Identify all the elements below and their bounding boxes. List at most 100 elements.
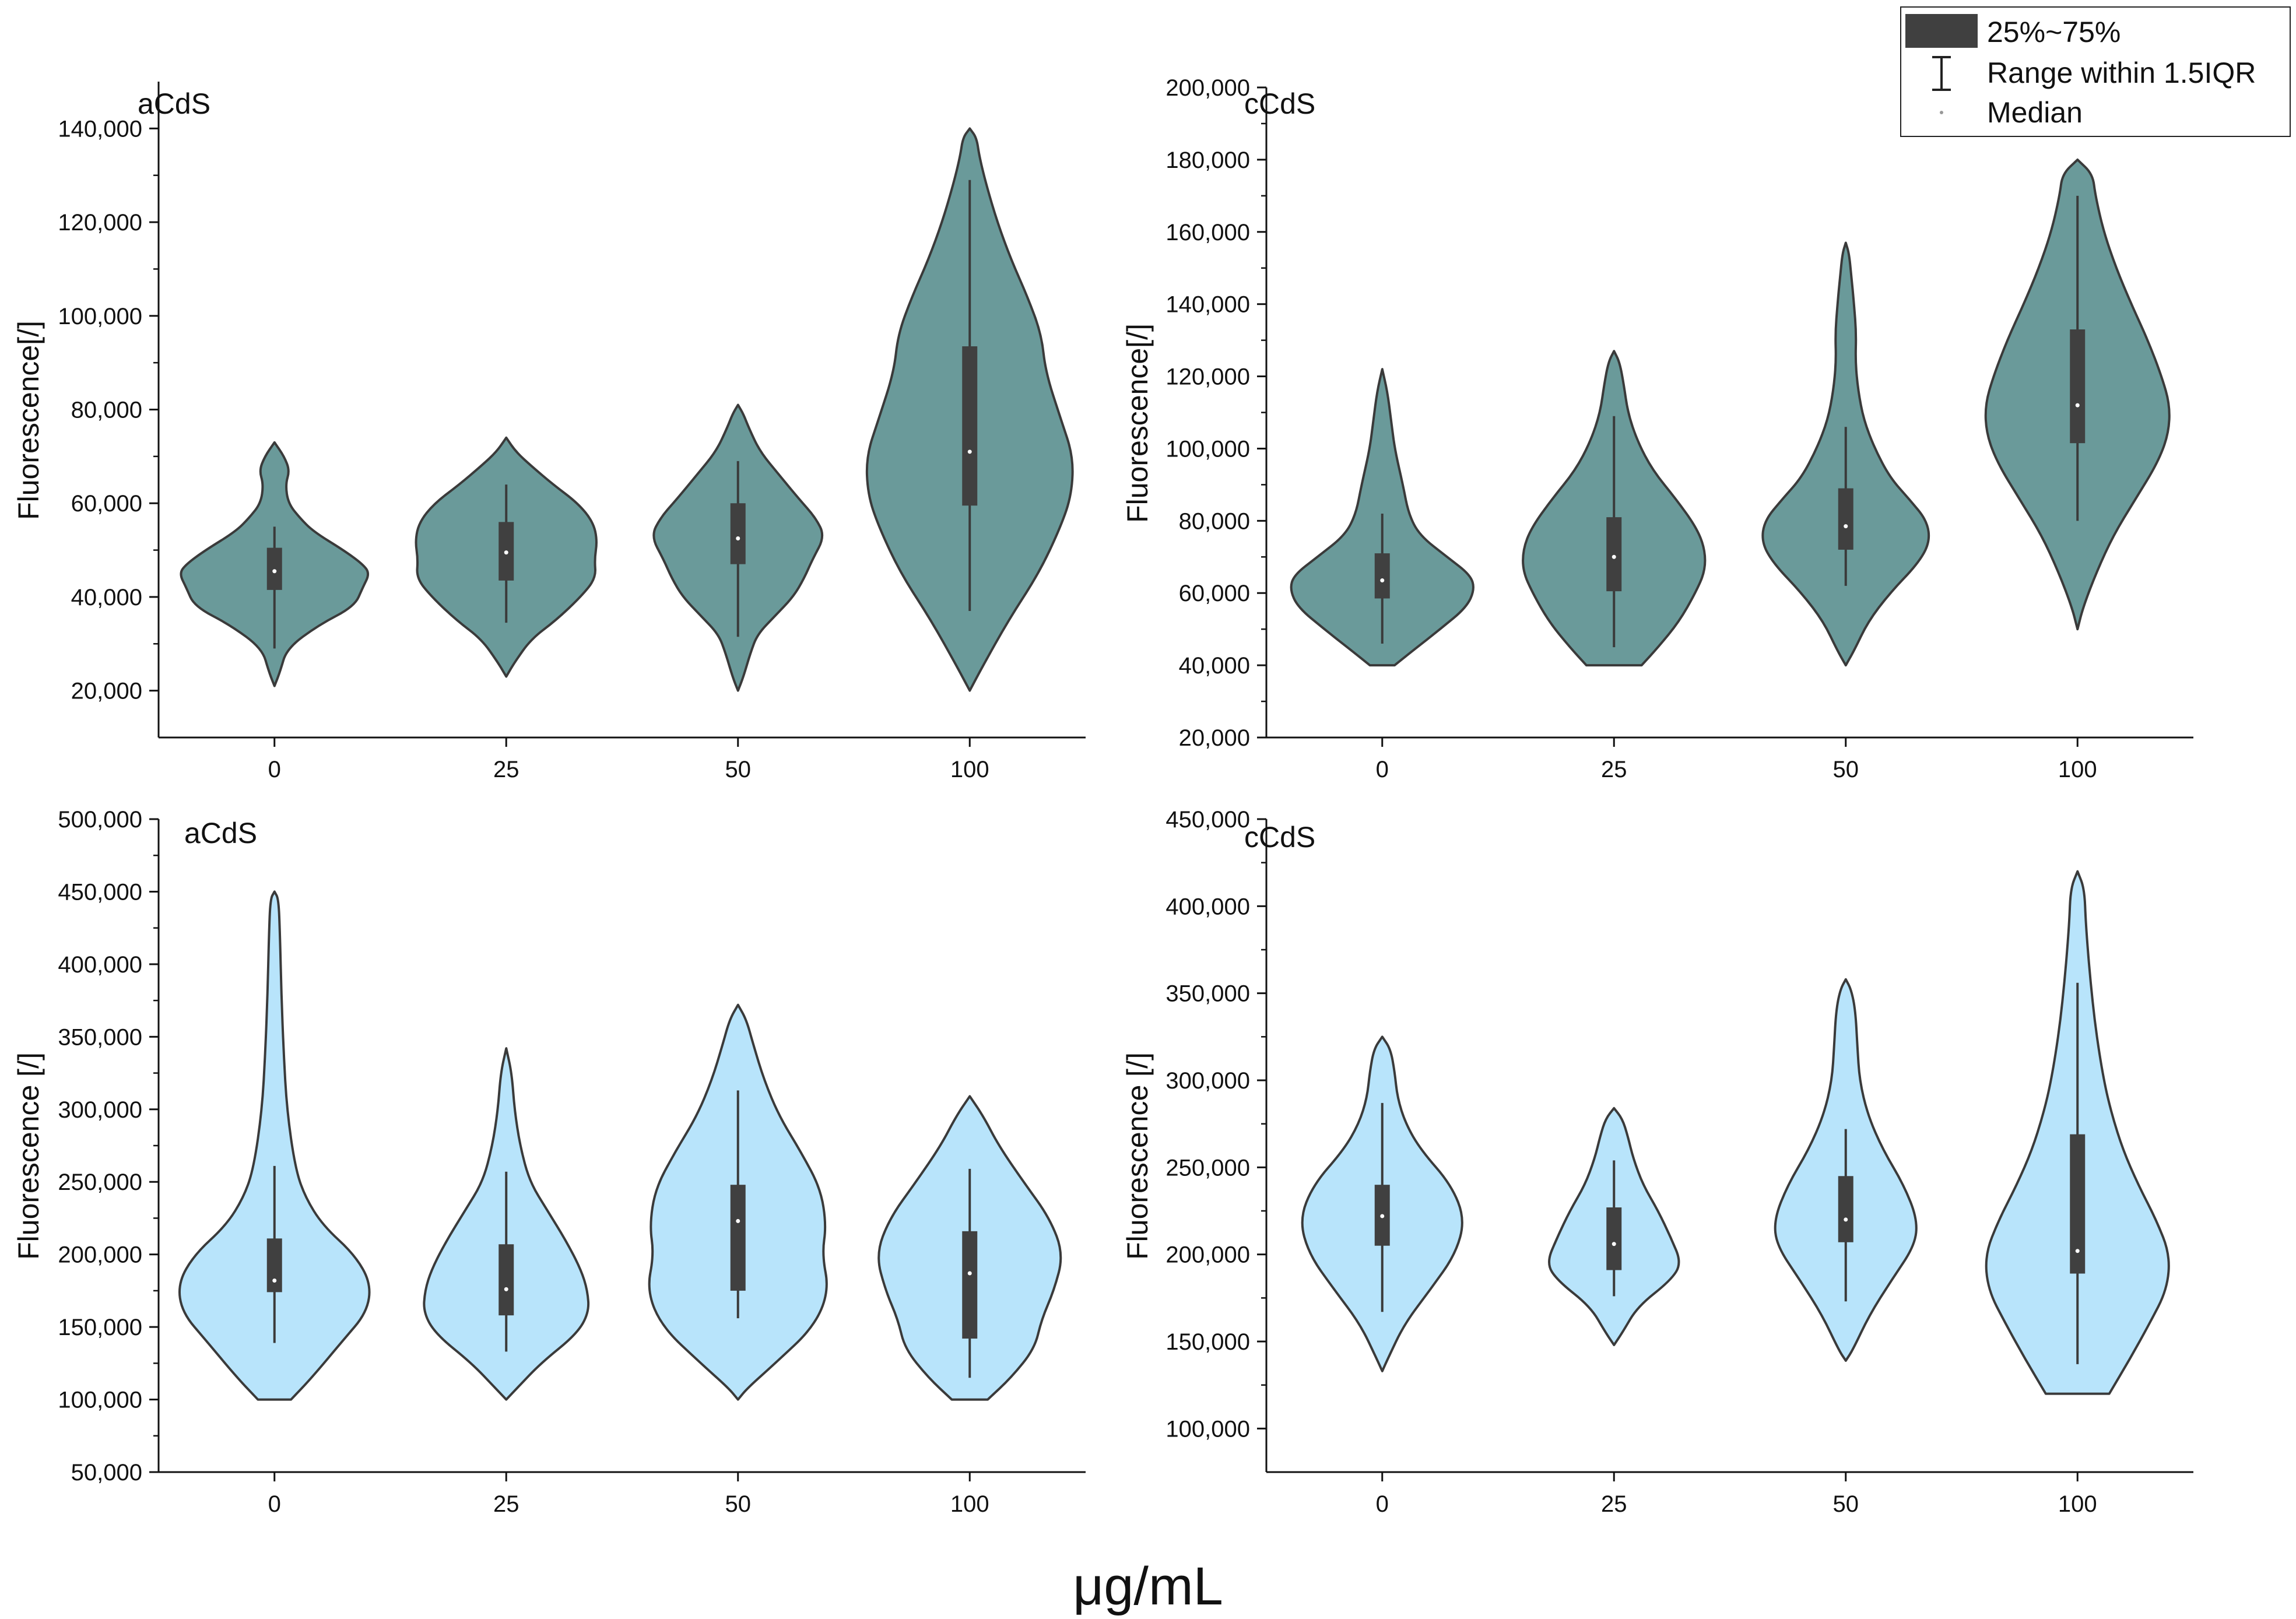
median-dot <box>2075 1249 2080 1253</box>
y-tick-label: 250,000 <box>1165 1155 1250 1181</box>
iqr-box <box>1838 488 1853 550</box>
violin-100 <box>1985 870 2170 1395</box>
violin-25 <box>1548 1107 1680 1346</box>
x-tick-label: 50 <box>725 1491 752 1517</box>
x-tick-label: 100 <box>950 757 989 782</box>
median-dot <box>504 1287 508 1291</box>
iqr-box <box>962 1231 978 1339</box>
violin-50 <box>648 1003 828 1401</box>
iqr-box <box>1606 517 1622 592</box>
y-tick-label: 140,000 <box>58 116 142 142</box>
y-tick-label: 100,000 <box>58 1388 142 1413</box>
x-tick-label: 25 <box>1601 1491 1627 1517</box>
median-dot <box>1380 1214 1385 1218</box>
y-tick-label: 120,000 <box>1165 364 1250 390</box>
y-tick-label: 350,000 <box>1165 981 1250 1007</box>
median-dot <box>1612 554 1616 559</box>
panel-2: 20,000 40,000 60,000 80,000 100,000 120,000 14… <box>1121 75 2193 782</box>
median-dot <box>1844 1217 1848 1222</box>
violin-100 <box>877 1095 1062 1401</box>
violin-0 <box>178 890 371 1401</box>
iqr-box <box>1606 1207 1622 1270</box>
y-tick-label: 50,000 <box>71 1460 142 1485</box>
iqr-box <box>266 547 282 590</box>
violin-0 <box>1301 1035 1463 1372</box>
legend-box-swatch <box>1905 14 1978 48</box>
violin-50 <box>652 403 824 692</box>
violin-50 <box>1761 241 1930 667</box>
y-axis-label: Fluorescence[/] <box>12 321 45 520</box>
violin-25 <box>1522 350 1707 667</box>
y-axis-label: Fluorescence [/] <box>1121 1052 1154 1260</box>
y-tick-label: 60,000 <box>1179 581 1250 606</box>
y-tick-label: 500,000 <box>58 807 142 833</box>
y-tick-label: 450,000 <box>1165 807 1250 833</box>
panel-3: 50,000 100,000 150,000 200,000 250,000 300,00… <box>12 807 1086 1517</box>
y-tick-label: 80,000 <box>71 398 142 423</box>
y-tick-label: 400,000 <box>58 952 142 978</box>
y-tick-label: 120,000 <box>58 210 142 236</box>
violin-25 <box>423 1047 590 1401</box>
violin-0 <box>180 441 370 687</box>
legend-box-label: 25%~75% <box>1987 16 2121 48</box>
violin-25 <box>415 436 598 678</box>
y-tick-label: 100,000 <box>1165 436 1250 462</box>
panel-title: aCdS <box>138 87 210 120</box>
y-tick-label: 300,000 <box>1165 1068 1250 1094</box>
x-axis-unit-label: μg/mL <box>1073 1557 1223 1616</box>
y-axis-label: Fluorescence [/] <box>12 1052 45 1260</box>
x-tick-label: 100 <box>2058 1491 2097 1517</box>
violin-50 <box>1774 978 1918 1362</box>
violin-body <box>178 890 371 1401</box>
x-tick-label: 100 <box>2058 757 2097 782</box>
median-dot <box>967 1271 972 1276</box>
panel-title: cCdS <box>1244 87 1315 120</box>
median-dot <box>1380 578 1385 583</box>
iqr-box <box>962 346 978 506</box>
y-tick-label: 20,000 <box>1179 725 1250 751</box>
iqr-box <box>730 1185 746 1291</box>
x-tick-label: 25 <box>493 1491 519 1517</box>
y-tick-label: 350,000 <box>58 1024 142 1050</box>
y-tick-label: 40,000 <box>71 585 142 610</box>
iqr-box <box>1838 1176 1853 1242</box>
median-dot <box>272 1278 277 1283</box>
y-tick-label: 150,000 <box>1165 1329 1250 1355</box>
iqr-box <box>1374 553 1390 599</box>
x-tick-label: 0 <box>268 757 281 782</box>
y-tick-label: 150,000 <box>58 1315 142 1340</box>
y-tick-label: 200,000 <box>58 1242 142 1268</box>
iqr-box <box>498 1244 514 1316</box>
y-tick-label: 60,000 <box>71 491 142 517</box>
median-dot <box>2075 403 2080 408</box>
legend-median-dot <box>1940 111 1943 114</box>
x-tick-label: 50 <box>1833 757 1859 782</box>
y-tick-label: 20,000 <box>71 679 142 704</box>
y-tick-label: 300,000 <box>58 1097 142 1123</box>
y-tick-label: 140,000 <box>1165 292 1250 318</box>
x-tick-label: 0 <box>268 1491 281 1517</box>
iqr-box <box>730 503 746 564</box>
median-dot <box>1844 524 1848 529</box>
legend-median-label: Median <box>1987 96 2083 129</box>
y-tick-label: 200,000 <box>1165 1242 1250 1268</box>
x-tick-label: 50 <box>1833 1491 1859 1517</box>
panel-title: cCdS <box>1244 821 1315 854</box>
median-dot <box>272 569 277 574</box>
panels-group: 20,000 40,000 60,000 80,000 100,000 120,000 14… <box>12 75 2193 1517</box>
violin-100 <box>1984 158 2171 631</box>
x-tick-label: 25 <box>493 757 519 782</box>
median-dot <box>736 1218 740 1223</box>
x-tick-label: 0 <box>1376 1491 1389 1517</box>
x-tick-label: 25 <box>1601 757 1627 782</box>
legend-range-symbol <box>1932 56 1951 91</box>
x-tick-label: 100 <box>950 1491 989 1517</box>
y-tick-label: 400,000 <box>1165 894 1250 919</box>
panel-1: 20,000 40,000 60,000 80,000 100,000 120,000 14… <box>12 82 1086 782</box>
y-tick-label: 180,000 <box>1165 147 1250 173</box>
y-tick-label: 40,000 <box>1179 653 1250 679</box>
y-tick-label: 80,000 <box>1179 508 1250 534</box>
median-dot <box>736 536 740 540</box>
y-tick-label: 450,000 <box>58 879 142 905</box>
